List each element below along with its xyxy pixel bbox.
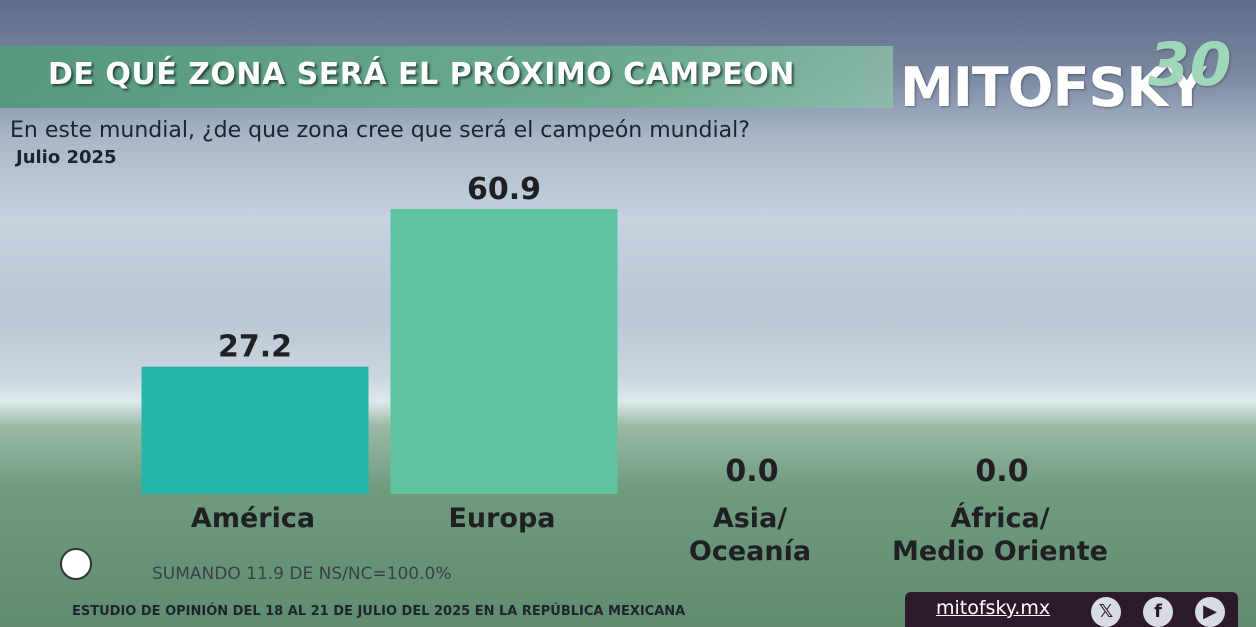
value-label-0: 27.2 [218, 330, 292, 365]
soccer-ball-icon [60, 548, 92, 580]
value-label-1: 60.9 [467, 172, 541, 207]
bar-1 [390, 209, 618, 494]
footnote: SUMANDO 11.9 DE NS/NC=100.0% [152, 564, 452, 584]
value-label-3: 0.0 [975, 454, 1028, 489]
footer-link-bar [905, 592, 1238, 627]
facebook-icon[interactable]: f [1143, 597, 1173, 627]
survey-question: En este mundial, ¿de que zona cree que s… [10, 118, 750, 143]
category-label-3-line-1: Medio Oriente [892, 536, 1108, 567]
x-icon[interactable]: 𝕏 [1091, 597, 1121, 627]
brand-logo: MITOFSKY [900, 56, 1206, 119]
website-link[interactable]: mitofsky.mx [936, 597, 1051, 619]
survey-date: Julio 2025 [16, 147, 117, 168]
bar-0 [141, 366, 369, 494]
youtube-icon[interactable]: ▶ [1195, 597, 1225, 627]
brand-logo-number: 30 [1148, 30, 1232, 100]
category-label-2-line-0: Asia/ [713, 503, 787, 534]
value-label-2: 0.0 [725, 454, 778, 489]
page-title: DE QUÉ ZONA SERÁ EL PRÓXIMO CAMPEON [48, 57, 795, 92]
category-label-0: América [191, 503, 315, 534]
category-label-1: Europa [448, 503, 555, 534]
category-label-2-line-1: Oceanía [689, 536, 811, 567]
study-footer: ESTUDIO DE OPINIÓN DEL 18 AL 21 DE JULIO… [72, 604, 686, 619]
category-label-3-line-0: África/ [950, 502, 1049, 534]
title-bar [0, 46, 893, 108]
